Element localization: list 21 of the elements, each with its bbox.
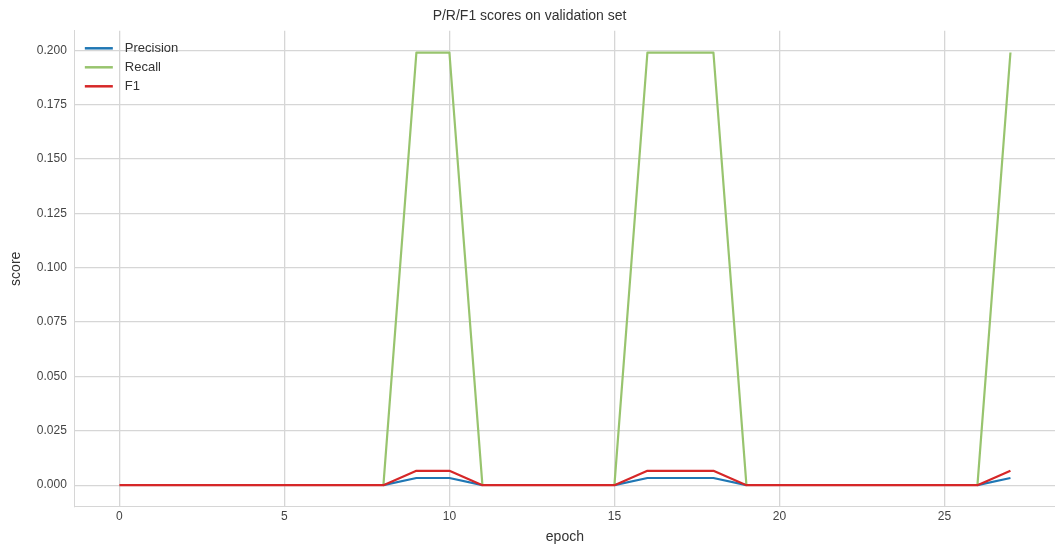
x-tick-label: 5 [281,509,289,524]
legend-label: Recall [124,58,162,74]
x-tick-label: 15 [607,509,622,524]
x-tick-label: 20 [772,509,787,524]
y-tick-label: 0.175 [36,97,68,112]
y-tick-label: 0.150 [36,151,68,166]
x-axis-title: epoch [545,528,584,545]
chart-title: P/R/F1 scores on validation set [432,7,627,24]
y-tick-label: 0.025 [36,423,68,438]
x-tick-label: 10 [442,509,457,524]
y-tick-label: 0.000 [36,477,68,492]
x-tick-label: 25 [937,509,952,524]
x-tick-label: 0 [116,509,124,524]
y-tick-label: 0.100 [36,260,68,275]
y-tick-label: 0.050 [36,368,68,383]
legend-label: Precision [124,39,179,55]
y-tick-label: 0.125 [36,205,68,220]
legend-label: F1 [124,77,140,93]
y-tick-label: 0.075 [36,314,68,329]
y-tick-label: 0.200 [36,42,68,57]
y-axis-title: score [7,251,24,286]
